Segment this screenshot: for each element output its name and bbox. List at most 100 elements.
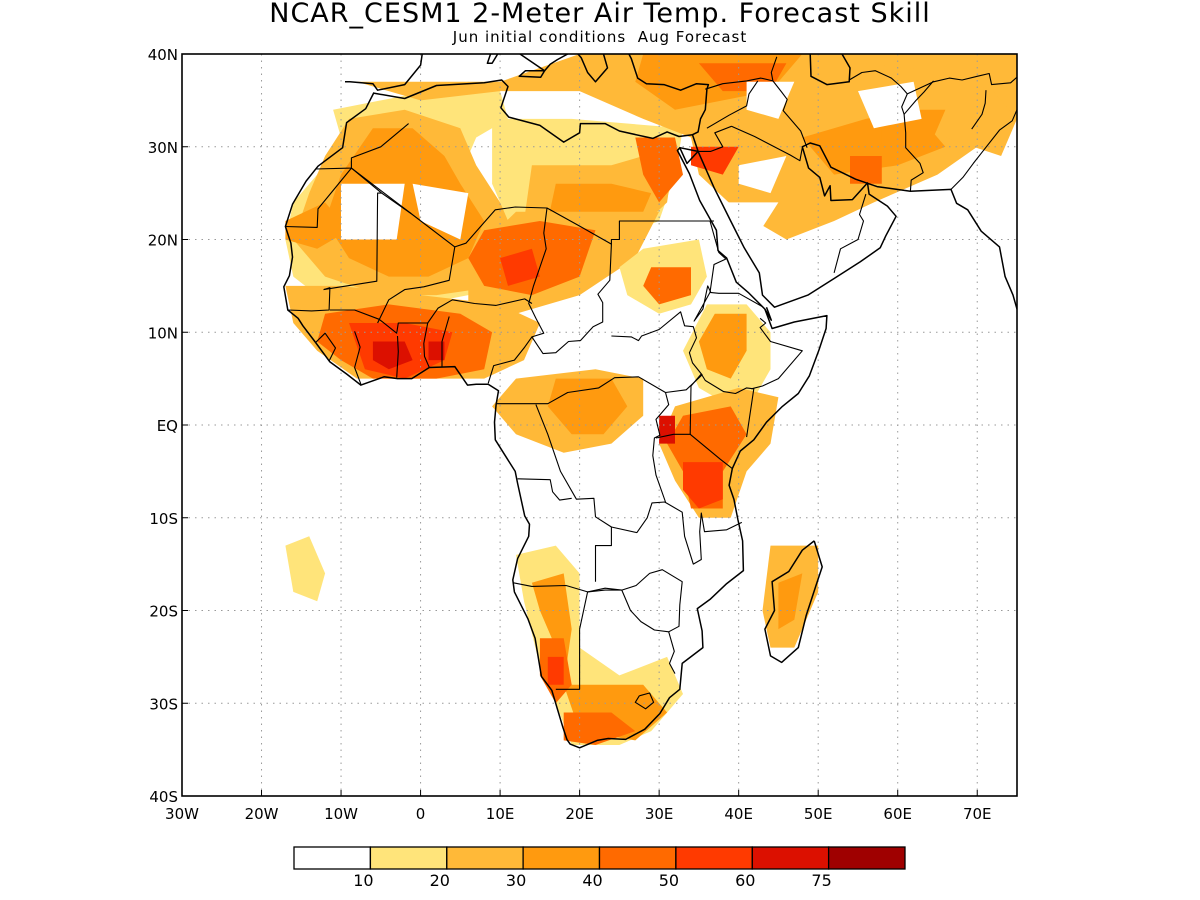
country-border	[611, 311, 703, 394]
colorbar-swatch-7	[827, 846, 906, 870]
colorbar-label: 10	[353, 871, 373, 890]
map-subtitle: Jun initial conditions Aug Forecast	[452, 28, 748, 46]
colorbar-label: 30	[506, 871, 526, 890]
coastline	[764, 540, 823, 664]
country-border	[323, 167, 383, 291]
colorbar-swatch-6	[751, 846, 830, 870]
coastline	[764, 306, 773, 321]
skill-patch-17	[643, 267, 691, 305]
country-border	[611, 501, 743, 565]
lon-tick-label: 50E	[804, 805, 833, 823]
skill-patch-28	[531, 573, 668, 741]
colorbar-label: 75	[811, 871, 831, 890]
country-border	[634, 692, 655, 710]
country-border	[381, 192, 412, 214]
colorbar-label: 50	[659, 871, 679, 890]
coastline	[486, 54, 499, 65]
lon-tick-label: 60E	[883, 805, 912, 823]
country-border	[706, 80, 759, 129]
country-border	[528, 207, 612, 355]
lon-tick-label: 0	[416, 805, 426, 823]
lat-tick-label: 10S	[149, 510, 178, 528]
lon-tick-label: 10E	[486, 805, 515, 823]
country-border	[487, 336, 533, 384]
colorbar-label: 20	[430, 871, 450, 890]
skill-patch-26	[285, 536, 326, 602]
colorbar-swatch-5	[675, 846, 753, 870]
colorbar-swatch-0	[293, 846, 372, 870]
country-border	[772, 80, 808, 148]
skill-patch-45	[738, 156, 787, 194]
country-border	[315, 123, 409, 170]
country-border	[731, 125, 803, 162]
country-border	[315, 332, 337, 362]
skill-patch-30	[563, 712, 636, 745]
lat-tick-label: 10N	[148, 324, 178, 342]
skill-patch-42	[746, 81, 795, 119]
coastline	[679, 142, 1017, 310]
skill-patch-47	[341, 183, 405, 240]
skill-patch-14	[372, 341, 413, 370]
country-border	[907, 72, 1017, 95]
country-border	[496, 376, 666, 405]
skill-patch-48	[412, 183, 469, 240]
lon-tick-label: 40E	[724, 805, 753, 823]
coastline	[628, 54, 710, 91]
skill-patch-41	[850, 156, 882, 184]
country-border	[751, 317, 803, 390]
skill-patch-46	[953, 183, 1017, 240]
skill-patch-44	[714, 202, 779, 240]
coastline	[518, 69, 546, 78]
country-border	[903, 80, 934, 115]
skill-patch-34	[357, 54, 1017, 240]
skill-patch-43	[858, 81, 922, 129]
country-border	[848, 70, 908, 95]
country-border	[950, 109, 1017, 190]
country-border	[579, 587, 669, 633]
colorbar-label: 40	[582, 871, 602, 890]
lon-tick-label: 20E	[565, 805, 594, 823]
lon-tick-label: 10W	[324, 805, 358, 823]
country-border	[621, 569, 683, 674]
coastline	[692, 89, 708, 136]
country-border	[441, 316, 450, 367]
lon-tick-label: 30W	[165, 805, 199, 823]
colorbar-swatch-4	[598, 846, 677, 870]
coastline	[809, 54, 851, 86]
country-border	[512, 582, 622, 593]
skill-patch-7	[635, 137, 683, 203]
skill-patch-37	[691, 146, 739, 175]
coastline	[577, 54, 609, 83]
colorbar-swatch-1	[369, 846, 448, 870]
longitude-labels: 30W 20W 10W 0 10E 20E 30E 40E 50E 60E 70E	[165, 790, 992, 823]
country-border	[901, 93, 924, 192]
country-border	[705, 77, 774, 90]
lon-tick-label: 30E	[645, 805, 674, 823]
country-border	[833, 193, 867, 274]
skill-fill-layer	[285, 54, 1017, 745]
skill-patch-31	[547, 656, 564, 685]
lat-tick-label: 40N	[148, 46, 178, 64]
country-border	[354, 331, 362, 385]
country-border	[535, 404, 612, 582]
country-border	[770, 56, 778, 82]
lon-tick-label: 20W	[245, 805, 279, 823]
lat-tick-label: 40S	[149, 788, 178, 806]
lat-tick-label: 20S	[149, 603, 178, 621]
country-border	[555, 629, 581, 690]
colorbar-swatch-2	[446, 846, 524, 870]
coastline	[283, 79, 828, 749]
lon-tick-label: 70E	[963, 805, 992, 823]
lat-tick-label: 20N	[148, 232, 178, 250]
lat-tick-label: 30S	[149, 695, 178, 713]
coastline-layer	[283, 54, 1017, 749]
colorbar-label: 60	[735, 871, 755, 890]
country-border	[423, 322, 430, 368]
map-title: NCAR_CESM1 2-Meter Air Temp. Forecast Sk…	[269, 0, 931, 29]
lat-tick-label: 30N	[148, 139, 178, 157]
country-border	[517, 478, 572, 501]
skill-patch-24	[683, 462, 723, 509]
country-border	[709, 220, 764, 308]
latitude-labels: 40N 30N 20N 10N EQ 10S 20S 30S 40S	[148, 46, 188, 806]
